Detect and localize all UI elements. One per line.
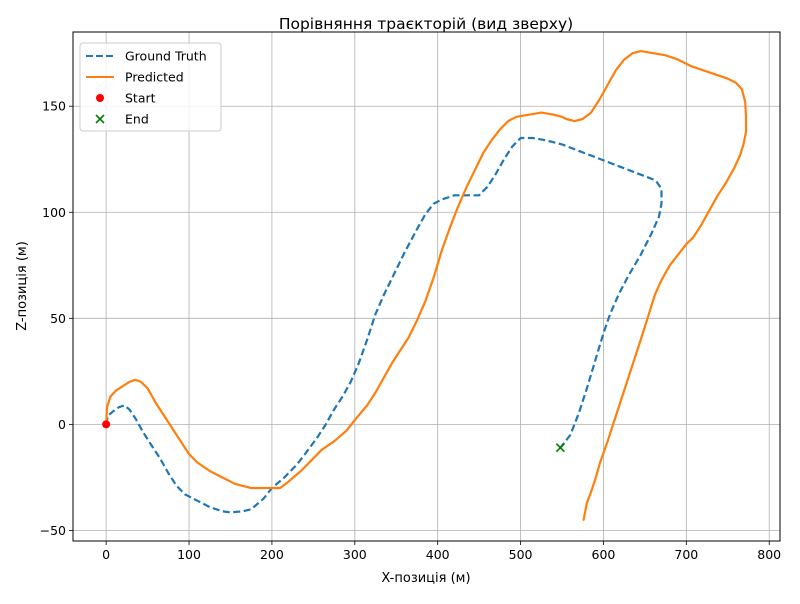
x-tick-label: 500 bbox=[509, 547, 533, 562]
series-line-ground-truth bbox=[105, 136, 663, 514]
legend-label-start: Start bbox=[125, 91, 156, 106]
legend-label-ground-truth: Ground Truth bbox=[125, 49, 207, 64]
x-tick-label: 800 bbox=[757, 547, 781, 562]
marker-start bbox=[102, 420, 111, 429]
axis-ticks: 0 100 200 300 400 500 600 700 800 −50 0 50 100 150 bbox=[40, 99, 782, 562]
legend-label-predicted: Predicted bbox=[125, 70, 184, 85]
chart-title: Порівняння траєкторій (вид зверху) bbox=[279, 15, 573, 33]
y-tick-label: 0 bbox=[58, 417, 66, 432]
x-tick-label: 0 bbox=[102, 547, 110, 562]
legend-swatch-start bbox=[96, 94, 104, 102]
x-tick-label: 700 bbox=[674, 547, 698, 562]
x-tick-label: 600 bbox=[592, 547, 616, 562]
x-tick-label: 400 bbox=[426, 547, 450, 562]
x-tick-label: 100 bbox=[177, 547, 201, 562]
legend-box bbox=[79, 42, 222, 132]
y-tick-label: −50 bbox=[40, 523, 66, 538]
marker-end bbox=[555, 443, 565, 453]
y-tick-label: 150 bbox=[42, 99, 66, 114]
y-tick-label: 50 bbox=[50, 311, 66, 326]
plot-frame bbox=[72, 31, 781, 542]
legend-label-end: End bbox=[125, 112, 149, 127]
x-tick-label: 300 bbox=[343, 547, 367, 562]
legend: Ground Truth Predicted Start End bbox=[79, 42, 222, 132]
y-axis-label: Z-позиція (м) bbox=[15, 241, 30, 331]
x-axis-label: X-позиція (м) bbox=[381, 571, 470, 586]
x-tick-label: 200 bbox=[260, 547, 284, 562]
grid bbox=[73, 32, 780, 541]
legend-swatch-end bbox=[95, 114, 105, 124]
plot-lines bbox=[102, 50, 748, 521]
series-line-predicted bbox=[105, 50, 748, 521]
y-tick-label: 100 bbox=[42, 205, 66, 220]
